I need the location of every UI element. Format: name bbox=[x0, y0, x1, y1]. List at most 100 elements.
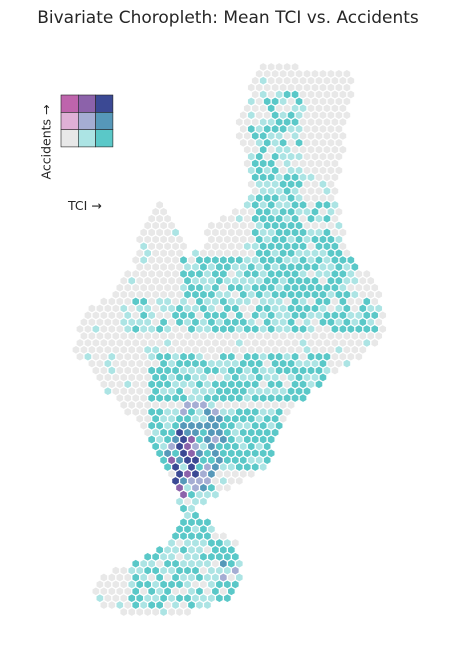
hex-cell bbox=[95, 579, 104, 590]
hex-cell bbox=[155, 421, 164, 431]
hex-cell bbox=[251, 76, 260, 86]
hex-cell bbox=[183, 538, 192, 548]
hex-cell bbox=[306, 310, 316, 320]
hex-cell bbox=[147, 283, 156, 293]
hex-cell bbox=[291, 324, 300, 334]
hex-cell bbox=[243, 269, 252, 279]
hex-cell bbox=[243, 296, 252, 307]
hex-cell bbox=[295, 262, 304, 272]
hex-cell bbox=[287, 207, 296, 217]
hex-cell bbox=[95, 372, 104, 383]
hex-cell bbox=[175, 538, 184, 548]
hex-cell bbox=[143, 593, 152, 603]
hex-cell bbox=[330, 352, 339, 362]
hex-cell bbox=[255, 151, 264, 162]
hex-cell bbox=[167, 262, 176, 272]
hex-cell bbox=[231, 207, 240, 217]
hex-cell bbox=[251, 352, 260, 362]
hex-cell bbox=[203, 586, 212, 596]
hex-cell bbox=[179, 379, 188, 389]
hex-cell bbox=[275, 352, 284, 362]
hex-cell bbox=[171, 393, 180, 403]
hex-cell bbox=[155, 324, 164, 334]
hex-cell bbox=[310, 248, 320, 258]
hex-cell bbox=[207, 579, 216, 590]
hex-cell bbox=[295, 110, 304, 120]
hex-cell bbox=[338, 117, 347, 127]
hex-cell bbox=[243, 352, 252, 362]
hex-cell bbox=[139, 255, 148, 265]
hex-cell bbox=[235, 227, 244, 238]
hex-cell bbox=[235, 269, 244, 279]
hex-cell bbox=[326, 248, 335, 258]
hex-cell bbox=[231, 400, 240, 410]
hex-cell bbox=[87, 331, 96, 341]
hex-cell bbox=[199, 427, 208, 438]
legend-cell bbox=[60, 129, 79, 148]
hex-cell bbox=[338, 310, 347, 320]
hex-cell bbox=[179, 531, 188, 541]
hex-cell bbox=[326, 331, 335, 341]
hex-cell bbox=[151, 441, 160, 452]
hex-cell bbox=[235, 572, 244, 583]
hex-cell bbox=[135, 358, 144, 369]
hex-cell bbox=[267, 352, 276, 362]
hex-cell bbox=[255, 110, 264, 120]
hex-cell bbox=[291, 131, 300, 141]
hex-cell bbox=[215, 400, 224, 410]
hex-cell bbox=[175, 427, 184, 438]
hex-cell bbox=[283, 283, 292, 293]
hex-cell bbox=[239, 262, 248, 272]
hex-cell bbox=[175, 234, 184, 245]
hex-cell bbox=[259, 310, 268, 320]
hex-cell bbox=[306, 158, 316, 169]
hex-cell bbox=[306, 255, 316, 265]
hex-cell bbox=[255, 69, 264, 79]
hex-cell bbox=[227, 227, 236, 238]
hex-cell bbox=[279, 345, 288, 355]
hex-cell bbox=[179, 338, 188, 348]
hex-cell bbox=[211, 324, 220, 334]
hex-cell bbox=[195, 338, 204, 348]
hex-cell bbox=[199, 372, 208, 383]
hex-cell bbox=[302, 345, 312, 355]
hex-cell bbox=[255, 345, 264, 355]
hex-cell bbox=[279, 138, 288, 148]
hex-cell bbox=[203, 296, 212, 307]
hex-cell bbox=[163, 586, 172, 596]
hex-cell bbox=[223, 358, 232, 369]
hex-cell bbox=[191, 469, 200, 479]
hex-cell bbox=[279, 82, 288, 93]
hex-cell bbox=[123, 269, 132, 279]
hex-cell bbox=[259, 324, 268, 334]
hex-cell bbox=[179, 545, 188, 555]
hex-cell bbox=[263, 82, 272, 93]
hex-cell bbox=[75, 338, 84, 348]
hex-cell bbox=[187, 393, 196, 403]
hex-cell bbox=[306, 324, 316, 334]
hex-cell bbox=[195, 269, 204, 279]
hex-cell bbox=[279, 96, 288, 107]
hex-cell bbox=[183, 386, 192, 396]
hex-cell bbox=[322, 324, 331, 334]
hex-cell bbox=[287, 69, 296, 79]
hex-cell bbox=[247, 151, 256, 162]
hex-cell bbox=[223, 317, 232, 327]
hex-cell bbox=[183, 579, 192, 590]
hex-cell bbox=[299, 186, 308, 196]
hex-cell bbox=[314, 352, 323, 362]
hex-cell bbox=[326, 124, 335, 134]
hex-cell bbox=[231, 331, 240, 341]
hex-cell bbox=[330, 145, 339, 155]
hex-cell bbox=[171, 448, 180, 458]
hex-cell bbox=[338, 89, 347, 100]
hex-cell bbox=[251, 103, 260, 113]
hex-cell bbox=[183, 593, 192, 603]
hex-cell bbox=[287, 82, 296, 93]
hex-cell bbox=[243, 200, 252, 210]
hex-cell bbox=[247, 138, 256, 148]
hex-cell bbox=[171, 296, 180, 307]
hex-cell bbox=[127, 317, 136, 327]
hex-cell bbox=[155, 586, 164, 596]
hex-cell bbox=[163, 600, 172, 610]
